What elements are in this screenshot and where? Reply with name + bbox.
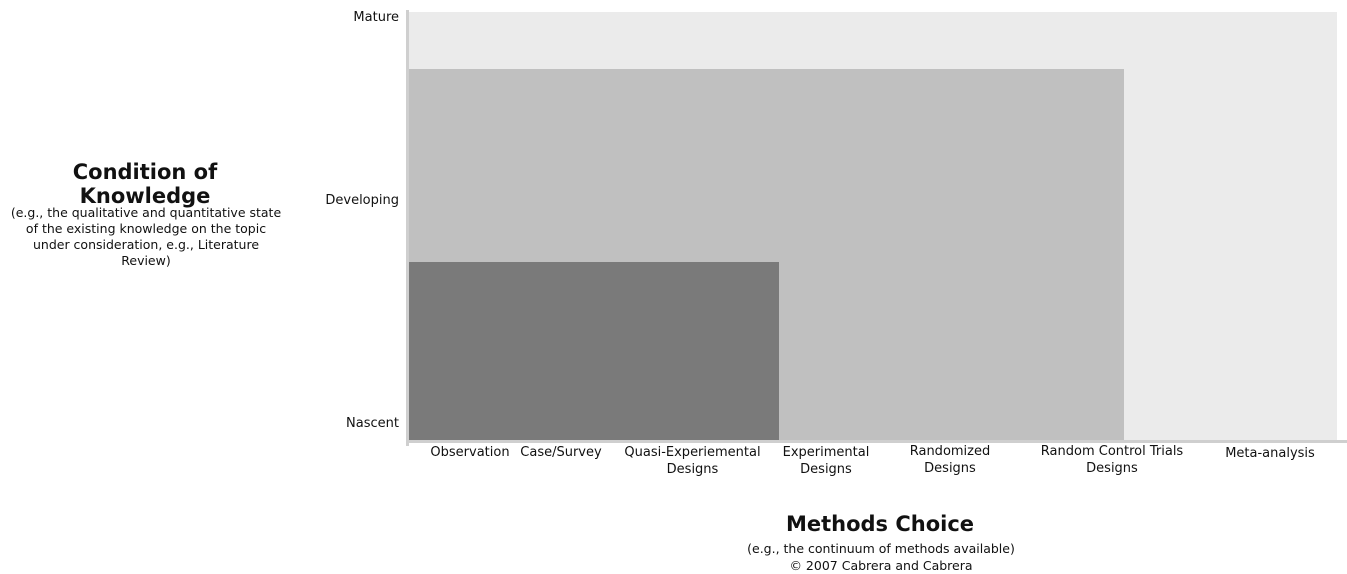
copyright-text: © 2007 Cabrera and Cabrera <box>789 558 973 573</box>
y-level-developing: Developing <box>325 193 399 208</box>
x-method-rct: Random Control Trials Designs <box>1040 444 1184 476</box>
x-method-quasi-experimental: Quasi-Experiemental Designs <box>624 445 761 477</box>
y-axis-line <box>406 10 409 446</box>
x-method-meta-analysis: Meta-analysis <box>1225 446 1315 461</box>
y-axis-title: Condition of Knowledge <box>72 160 218 208</box>
x-axis-subtitle: (e.g., the continuum of methods availabl… <box>747 541 1015 556</box>
x-axis-line <box>406 440 1347 443</box>
y-axis-subtitle: (e.g., the qualitative and quantitative … <box>10 205 282 268</box>
y-level-nascent: Nascent <box>346 416 399 431</box>
y-level-mature: Mature <box>353 10 399 25</box>
x-method-observation: Observation <box>430 445 510 460</box>
x-method-randomized: Randomized Designs <box>909 444 991 476</box>
x-method-case-survey: Case/Survey <box>520 445 602 460</box>
x-method-experimental: Experimental Designs <box>782 445 870 477</box>
x-axis-title: Methods Choice <box>785 512 975 536</box>
region-nascent <box>409 262 779 440</box>
